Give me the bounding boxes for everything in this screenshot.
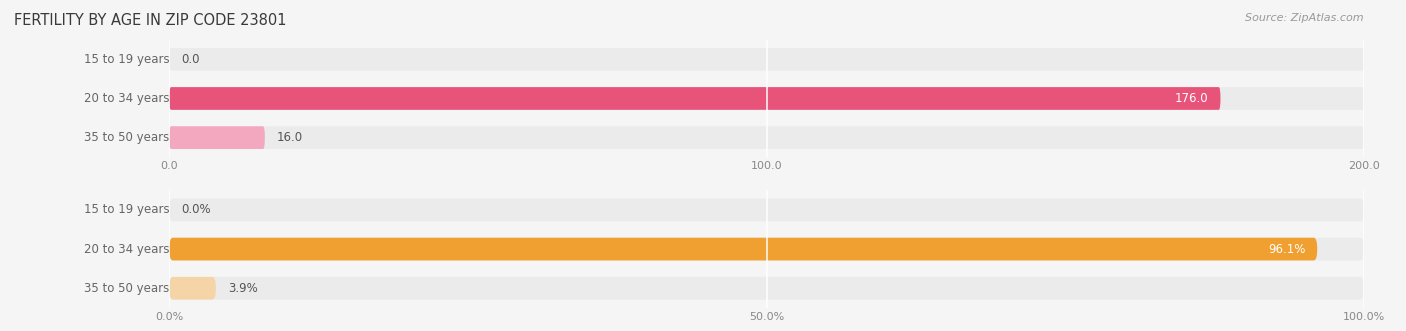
- Text: 20 to 34 years: 20 to 34 years: [84, 243, 169, 256]
- FancyBboxPatch shape: [169, 87, 1364, 110]
- Text: 176.0: 176.0: [1175, 92, 1209, 105]
- FancyBboxPatch shape: [169, 199, 1364, 221]
- Text: 35 to 50 years: 35 to 50 years: [84, 131, 169, 144]
- FancyBboxPatch shape: [169, 126, 1364, 149]
- Text: 15 to 19 years: 15 to 19 years: [84, 53, 169, 66]
- Text: Source: ZipAtlas.com: Source: ZipAtlas.com: [1246, 13, 1364, 23]
- Text: FERTILITY BY AGE IN ZIP CODE 23801: FERTILITY BY AGE IN ZIP CODE 23801: [14, 13, 287, 28]
- FancyBboxPatch shape: [169, 126, 264, 149]
- Text: 20 to 34 years: 20 to 34 years: [84, 92, 169, 105]
- Text: 15 to 19 years: 15 to 19 years: [84, 204, 169, 216]
- Text: 0.0: 0.0: [181, 53, 200, 66]
- FancyBboxPatch shape: [169, 238, 1364, 260]
- Text: 35 to 50 years: 35 to 50 years: [84, 282, 169, 295]
- FancyBboxPatch shape: [169, 277, 217, 300]
- FancyBboxPatch shape: [169, 277, 1364, 300]
- Text: 16.0: 16.0: [277, 131, 302, 144]
- FancyBboxPatch shape: [169, 48, 1364, 71]
- FancyBboxPatch shape: [169, 238, 1317, 260]
- Text: 0.0%: 0.0%: [181, 204, 211, 216]
- Text: 3.9%: 3.9%: [228, 282, 257, 295]
- Text: 96.1%: 96.1%: [1268, 243, 1305, 256]
- FancyBboxPatch shape: [169, 87, 1220, 110]
